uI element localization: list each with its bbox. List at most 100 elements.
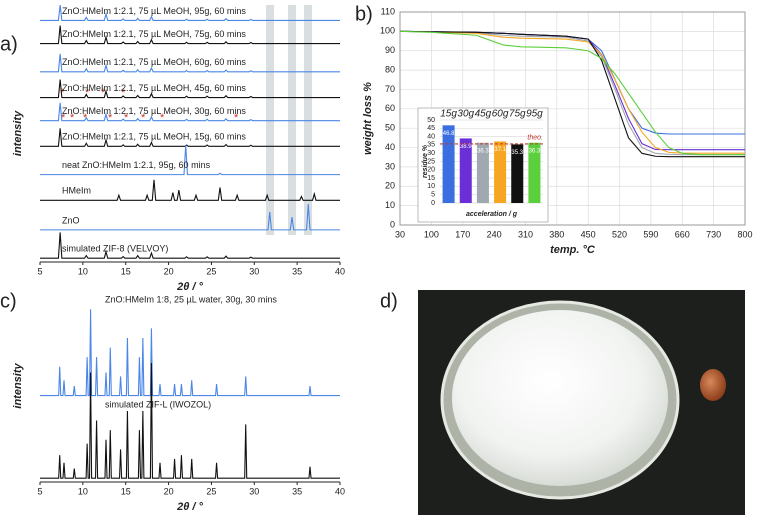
series-label: ZnO:HMeIm 1:2.1, 75 µL MeOH, 95g, 60 min… (62, 6, 246, 16)
y-tick-label: 45 (427, 125, 435, 132)
series-line (40, 53, 340, 73)
series-line (40, 309, 340, 397)
x-tick-label: 10 (78, 486, 88, 496)
star: * (61, 112, 66, 124)
category-label: 95g (526, 109, 543, 120)
x-tick-label: 590 (643, 229, 658, 239)
y-tick-label: 50 (427, 117, 435, 124)
x-tick-label: 800 (737, 229, 752, 239)
value-label: 38.9 (460, 144, 472, 150)
series-label: ZnO:HMeIm 1:2.1, 75 µL MeOH, 15g, 60 min… (62, 132, 246, 142)
y-tick-label: 10 (427, 183, 435, 190)
y-tick-label: 30 (385, 161, 395, 171)
x-tick-label: 520 (612, 229, 627, 239)
series-line (40, 102, 340, 122)
series-label: simulated ZIF-8 (VELVOY) (62, 244, 168, 254)
band (288, 5, 296, 235)
photo (418, 290, 745, 515)
x-axis-title: acceleration / g (466, 211, 518, 218)
x-tick-label: 100 (424, 229, 439, 239)
series-label: HMeIm (62, 186, 91, 196)
star: * (141, 112, 146, 124)
series-line (40, 204, 340, 231)
series-label: ZnO:HMeIm 1:2.1, 75 µL MeOH, 75g, 60 min… (62, 29, 246, 39)
value-label: 37.1 (494, 147, 506, 153)
series-label: ZnO:HMeIm 1:2.1, 75 µL MeOH, 60g, 60 min… (62, 57, 246, 67)
x-axis-title: 2θ / ° (176, 281, 203, 293)
x-tick-label: 35 (292, 266, 302, 276)
band (304, 5, 312, 235)
series-label: ZnO:HMeIm 1:8, 25 µL water, 30g, 30 mins (105, 294, 277, 304)
panel-label: d) (380, 290, 398, 312)
series-label: ZnO:HMeIm 1:2.1, 75 µL MeOH, 45g, 60 min… (62, 83, 246, 93)
y-tick-label: 70 (385, 84, 395, 94)
star: * (101, 87, 106, 99)
y-axis-title: intensity (12, 110, 24, 156)
category-label: 30g (457, 109, 474, 120)
series-line (40, 25, 340, 45)
series-line (40, 4, 340, 21)
x-tick-label: 35 (292, 486, 302, 496)
category-label: 60g (492, 109, 509, 120)
star: * (70, 112, 75, 124)
powder (452, 310, 668, 486)
x-tick-label: 380 (549, 229, 564, 239)
bar (528, 142, 541, 203)
y-axis-title: intensity (12, 363, 24, 409)
reference-label: theo. (527, 135, 543, 142)
value-label: 35.3 (511, 150, 523, 156)
series-line (40, 232, 340, 259)
series-line (399, 30, 745, 158)
bar (511, 144, 524, 203)
panel-label: a) (0, 33, 18, 55)
series-label: ZnO (62, 215, 80, 225)
x-axis-title: 2θ / ° (176, 501, 203, 513)
x-tick-label: 20 (164, 486, 174, 496)
y-tick-label: 0 (431, 200, 435, 207)
plot-frame (399, 11, 746, 226)
x-tick-label: 170 (455, 229, 470, 239)
panel-label: c) (0, 290, 17, 312)
y-tick-label: 35 (427, 142, 435, 149)
series-line (40, 79, 340, 99)
series-label: neat ZnO:HMeIm 1:2.1, 95g, 60 mins (62, 160, 211, 170)
y-tick-label: 50 (385, 123, 395, 133)
band (266, 5, 274, 235)
star: * (108, 112, 113, 124)
series-line (399, 30, 745, 156)
bar (442, 125, 455, 203)
series-line (399, 30, 745, 156)
x-tick-label: 10 (78, 266, 88, 276)
x-tick-label: 40 (335, 266, 345, 276)
x-tick-label: 310 (518, 229, 533, 239)
x-tick-label: 660 (675, 229, 690, 239)
x-tick-label: 5 (37, 486, 42, 496)
y-tick-label: 80 (385, 64, 395, 74)
y-tick-label: 5 (431, 192, 435, 199)
y-tick-label: 25 (427, 158, 435, 165)
value-label: 36.3 (529, 148, 541, 154)
y-tick-label: 20 (385, 181, 395, 191)
coin (700, 369, 726, 401)
value-label: 36.3 (477, 148, 489, 154)
y-tick-label: 20 (427, 167, 435, 174)
x-tick-label: 25 (206, 266, 216, 276)
y-tick-label: 110 (381, 6, 395, 16)
y-tick-label: 30 (427, 150, 435, 157)
x-tick-label: 240 (487, 229, 502, 239)
value-label: 46.8 (443, 131, 455, 137)
y-tick-label: 0 (390, 219, 395, 229)
x-tick-label: 20 (164, 266, 174, 276)
x-tick-label: 15 (121, 266, 131, 276)
panel-label: b) (355, 3, 373, 25)
y-axis-title: weight loss % (362, 82, 374, 155)
y-tick-label: 10 (385, 200, 395, 210)
star: * (234, 112, 239, 124)
star: * (160, 112, 165, 124)
category-label: 15g (440, 109, 457, 120)
series-label: ZnO:HMeIm 1:2.1, 75 µL MeOH, 30g, 60 min… (62, 106, 246, 116)
x-tick-label: 25 (206, 486, 216, 496)
star: * (124, 112, 129, 124)
x-tick-label: 450 (581, 229, 596, 239)
star: * (60, 87, 65, 99)
